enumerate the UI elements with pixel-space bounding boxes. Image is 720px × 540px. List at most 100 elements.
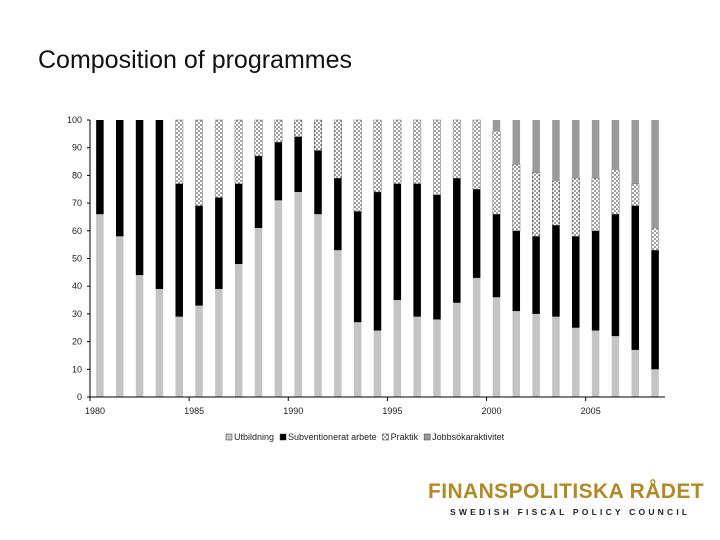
bar-utbildning-2006 — [611, 336, 620, 397]
bar-praktik-1998 — [452, 119, 461, 179]
x-tick-label: 1990 — [283, 406, 303, 416]
x-tick-label: 2005 — [581, 406, 601, 416]
bar-praktik-2000 — [492, 130, 501, 215]
legend-label-jobbsokaraktivitet: Jobbsökaraktivitet — [432, 432, 505, 442]
legend-label-utbildning: Utbildning — [234, 432, 274, 442]
bar-utbildning-2003 — [552, 316, 560, 397]
y-tick-label: 90 — [72, 143, 82, 153]
bar-subventionerat-2001 — [512, 230, 521, 312]
x-tick-label: 2000 — [482, 406, 502, 416]
bar-utbildning-1986 — [215, 288, 223, 397]
bar-praktik-1997 — [433, 119, 441, 195]
y-tick-label: 10 — [72, 364, 82, 374]
slide-title: Composition of programmes — [38, 46, 353, 74]
y-tick-label: 100 — [67, 115, 82, 125]
bar-praktik-1990 — [294, 119, 303, 137]
bar-praktik-1991 — [314, 119, 322, 151]
bar-subventionerat-1981 — [115, 120, 124, 237]
bar-praktik-2006 — [611, 169, 620, 215]
bar-subventionerat-2000 — [492, 214, 501, 298]
bar-subventionerat-1985 — [195, 205, 203, 306]
bar-praktik-1994 — [373, 119, 382, 193]
bar-jobbsokaraktivitet-2005 — [591, 120, 600, 179]
legend-swatch-subventionerat — [279, 433, 287, 441]
bar-utbildning-1988 — [254, 228, 263, 397]
bar-subventionerat-2002 — [532, 236, 540, 314]
bar-utbildning-1995 — [393, 300, 402, 397]
bar-utbildning-1992 — [334, 250, 342, 397]
bar-subventionerat-1994 — [373, 192, 382, 331]
bar-subventionerat-1999 — [472, 189, 481, 278]
bar-subventionerat-1997 — [433, 194, 441, 320]
bar-utbildning-2008 — [651, 369, 659, 397]
bar-praktik-1986 — [214, 119, 223, 198]
bar-subventionerat-2003 — [552, 225, 560, 317]
bar-utbildning-1983 — [155, 288, 164, 397]
bar-praktik-1984 — [175, 119, 184, 184]
bar-praktik-1995 — [393, 119, 402, 184]
bar-utbildning-2007 — [631, 349, 640, 397]
legend-swatch-praktik — [382, 433, 389, 441]
bar-utbildning-1984 — [175, 316, 183, 397]
logo-name: FINANSPOLITISKA RÅDET — [428, 480, 704, 503]
bar-praktik-2008 — [651, 227, 660, 251]
bar-praktik-1985 — [195, 119, 204, 207]
y-tick-label: 20 — [72, 337, 82, 347]
bar-subventionerat-1982 — [135, 120, 144, 276]
bar-praktik-1989 — [274, 119, 283, 143]
bar-utbildning-1989 — [274, 200, 283, 397]
bar-utbildning-2004 — [572, 327, 580, 397]
bar-subventionerat-2008 — [651, 250, 659, 370]
y-tick-label: 0 — [77, 392, 82, 402]
y-tick-label: 40 — [72, 281, 82, 291]
bar-subventionerat-1986 — [215, 197, 223, 289]
bar-jobbsokaraktivitet-2008 — [651, 120, 659, 229]
bar-praktik-1988 — [254, 119, 263, 157]
bar-subventionerat-2007 — [631, 205, 640, 350]
bar-praktik-1993 — [353, 119, 362, 212]
bar-utbildning-1998 — [453, 302, 461, 397]
y-tick-label: 80 — [72, 170, 82, 180]
bar-utbildning-1980 — [96, 214, 104, 397]
bar-subventionerat-1992 — [334, 178, 342, 251]
bar-utbildning-1999 — [472, 277, 481, 397]
bar-subventionerat-1980 — [96, 120, 104, 215]
bar-utbildning-1981 — [115, 236, 124, 397]
bar-subventionerat-1996 — [413, 183, 421, 317]
bar-utbildning-2005 — [591, 330, 600, 397]
bar-utbildning-1985 — [195, 305, 203, 397]
bar-utbildning-1993 — [353, 322, 362, 397]
bar-subventionerat-1988 — [254, 156, 263, 229]
bar-utbildning-1990 — [294, 192, 302, 397]
y-tick-label: 30 — [72, 309, 82, 319]
bar-utbildning-1994 — [373, 330, 382, 397]
bar-subventionerat-1990 — [294, 136, 302, 193]
legend-swatch-jobbsokaraktivitet — [423, 433, 431, 441]
bar-subventionerat-2006 — [611, 214, 620, 337]
bar-praktik-2007 — [631, 183, 640, 207]
bar-subventionerat-1983 — [155, 120, 164, 289]
bar-utbildning-2000 — [492, 297, 501, 397]
bar-praktik-2001 — [512, 164, 521, 232]
bar-subventionerat-2005 — [591, 230, 600, 331]
bar-subventionerat-1995 — [393, 183, 402, 301]
bar-jobbsokaraktivitet-2007 — [631, 120, 640, 184]
bar-jobbsokaraktivitet-2002 — [532, 120, 540, 173]
bar-praktik-2003 — [552, 180, 560, 226]
bar-utbildning-1982 — [135, 275, 144, 397]
bar-subventionerat-1984 — [175, 183, 183, 317]
x-tick-label: 1995 — [382, 406, 402, 416]
legend-swatch-utbildning — [225, 433, 233, 441]
bar-jobbsokaraktivitet-2004 — [572, 120, 580, 179]
bar-subventionerat-1993 — [353, 211, 362, 323]
bar-praktik-1992 — [333, 119, 342, 179]
bar-subventionerat-1991 — [314, 150, 322, 215]
bar-utbildning-1987 — [234, 264, 243, 397]
bar-praktik-2004 — [571, 177, 580, 237]
bar-utbildning-1996 — [413, 316, 421, 397]
bar-praktik-2005 — [591, 177, 600, 231]
bar-utbildning-1991 — [314, 214, 322, 397]
bar-subventionerat-1989 — [274, 142, 283, 201]
y-tick-label: 70 — [72, 198, 82, 208]
bar-utbildning-1997 — [433, 319, 441, 397]
